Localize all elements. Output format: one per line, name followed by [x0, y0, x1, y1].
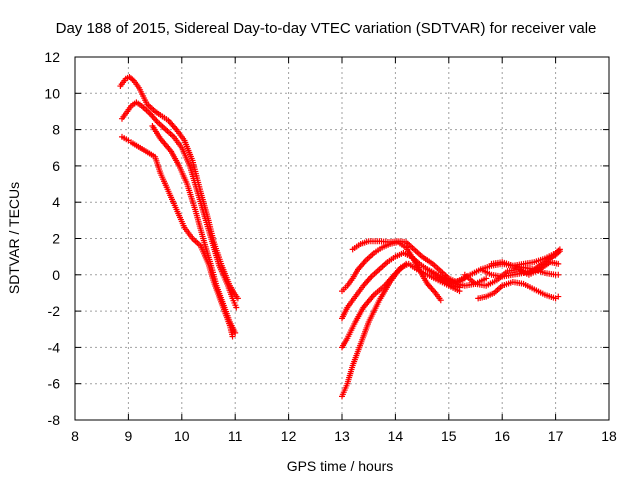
x-tick-label: 11 [228, 428, 243, 444]
series-track-d [118, 133, 236, 340]
x-tick-label: 15 [441, 428, 457, 444]
data-series [117, 73, 563, 400]
y-axis-label: SDTVAR / TECUs [6, 182, 22, 294]
y-tick-label: 8 [52, 122, 60, 138]
series-track-k [475, 279, 562, 302]
x-tick-label: 18 [601, 428, 617, 444]
y-tick-label: -2 [48, 303, 61, 319]
y-tick-label: -6 [48, 376, 61, 392]
x-tick-label: 12 [281, 428, 297, 444]
x-tick-label: 16 [494, 428, 510, 444]
x-axis-tick-labels: 8 9 10 11 12 13 14 15 16 17 18 [71, 428, 617, 444]
grid [75, 57, 609, 420]
data-point [555, 260, 562, 267]
series-track-b [118, 99, 240, 311]
data-point [456, 288, 463, 295]
x-tick-label: 8 [71, 428, 79, 444]
y-tick-label: -4 [48, 339, 61, 355]
x-axis-label: GPS time / hours [287, 458, 394, 474]
y-tick-label: 0 [52, 267, 60, 283]
chart-title: Day 188 of 2015, Sidereal Day-to-day VTE… [56, 20, 597, 37]
data-point [555, 293, 562, 300]
y-tick-label: -8 [48, 412, 61, 428]
x-tick-label: 17 [548, 428, 564, 444]
data-point [403, 260, 410, 267]
data-point [229, 333, 236, 340]
y-tick-label: 4 [52, 194, 60, 210]
y-tick-label: 6 [52, 158, 60, 174]
x-tick-label: 10 [174, 428, 190, 444]
series-track-o [488, 246, 563, 269]
data-point [232, 329, 239, 336]
data-point [233, 304, 240, 311]
series-track-n [424, 266, 490, 289]
data-point [234, 295, 241, 302]
x-tick-label: 13 [334, 428, 350, 444]
y-tick-label: 12 [44, 49, 60, 65]
y-tick-label: 10 [44, 85, 60, 101]
data-point [555, 271, 562, 278]
axis-ticks [74, 56, 610, 421]
data-point [437, 297, 444, 304]
series-track-c [149, 122, 239, 336]
series-track-i [339, 260, 410, 400]
x-tick-label: 14 [388, 428, 404, 444]
data-point [483, 275, 490, 282]
x-tick-label: 9 [125, 428, 133, 444]
y-axis-tick-labels: -8 -6 -4 -2 0 2 4 6 8 10 12 [44, 49, 60, 428]
y-tick-label: 2 [52, 231, 60, 247]
data-point [556, 246, 563, 253]
